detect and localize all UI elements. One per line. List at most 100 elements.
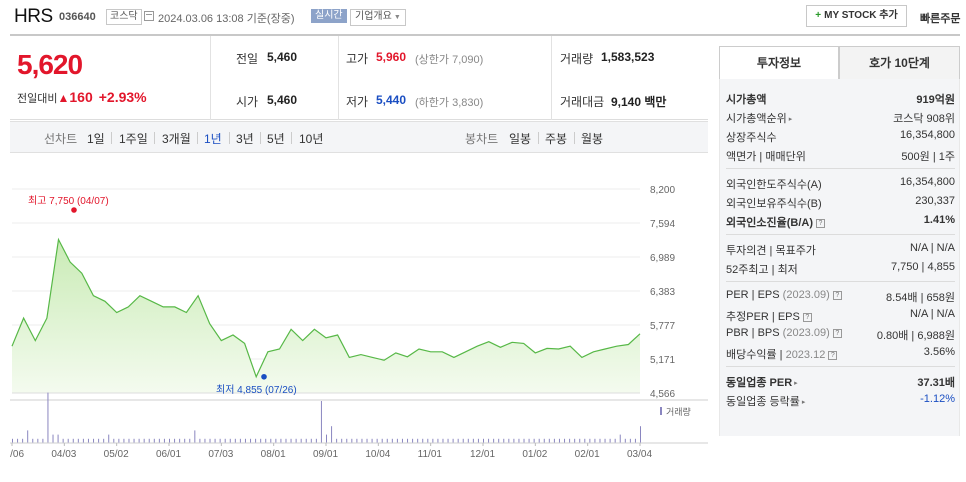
change-value: 160 <box>69 89 93 105</box>
volume-label: 거래량 <box>560 52 594 66</box>
quote-summary: 5,620 전일대비▲160 +2.93% 전일 5,460 시가 5,460 고… <box>10 36 708 120</box>
volume-bar <box>513 438 515 443</box>
info-row: PER | EPS (2023.09)? 8.54배 | 658원 <box>726 287 955 305</box>
current-price: 5,620 <box>17 49 83 80</box>
market-badge: 코스닥 <box>106 9 142 25</box>
tab-weekly[interactable]: 주봉 <box>545 132 568 146</box>
divider <box>111 132 112 144</box>
volume-bar <box>158 438 160 443</box>
info-row-value: 1.41% <box>923 214 955 226</box>
info-row-label-text: 외국인한도주식수(A) <box>726 179 822 191</box>
lower-limit: (하한가 3,830) <box>415 97 484 109</box>
info-row-label: 외국인한도주식수(A) <box>726 176 822 192</box>
info-row-label-text: PER | EPS <box>726 289 780 301</box>
info-row: 투자의견 | 목표주가 N/A | N/A <box>726 240 955 258</box>
info-row: 액면가 | 매매단위 500원 | 1주 <box>726 146 955 164</box>
volume-bar <box>305 438 307 443</box>
volume-bar <box>331 426 333 443</box>
low-value: 5,440 <box>376 93 407 107</box>
help-icon[interactable]: ? <box>828 351 838 360</box>
volume-bar <box>72 438 74 443</box>
info-row-label-text: 투자의견 | 목표주가 <box>726 245 816 257</box>
volume-bar <box>275 438 277 443</box>
help-icon[interactable]: ? <box>802 313 812 322</box>
x-tick-label: 05/02 <box>104 449 129 460</box>
volume-bar <box>229 438 231 443</box>
tab-daily[interactable]: 일봉 <box>509 132 532 146</box>
info-row-value: -1.12% <box>920 393 955 405</box>
volume-bar <box>37 438 39 443</box>
info-row-label: 액면가 | 매매단위 <box>726 148 806 164</box>
info-row-label-text: PBR | BPS <box>726 327 780 339</box>
volume-bar <box>52 434 54 443</box>
open-value: 5,460 <box>267 93 298 107</box>
info-tabs: 투자정보 호가 10단계 <box>719 46 960 80</box>
volume-bar <box>640 426 641 443</box>
x-tick-label: 03/04 <box>627 449 652 460</box>
volume-bar <box>255 438 257 443</box>
trade-amount-value: 9,140 백만 <box>611 95 667 109</box>
chevron-right-icon[interactable]: ▸ <box>801 399 806 406</box>
info-row-label: 추정PER | EPS? <box>726 308 812 324</box>
volume-bar <box>391 438 393 443</box>
price-chart-svg: 8,200 7,594 6,989 6,383 5,777 5,171 4,566 최고 7,… <box>0 185 708 460</box>
volume-bar <box>209 438 211 443</box>
volume-bar <box>27 430 29 443</box>
tab-1w[interactable]: 1주일 <box>119 132 148 146</box>
volume-bar <box>564 438 566 443</box>
volume-bar <box>118 438 120 443</box>
x-tick-label: 09/01 <box>313 449 338 460</box>
tab-1y[interactable]: 1년 <box>204 132 222 146</box>
tab-order-book-10[interactable]: 호가 10단계 <box>839 46 960 80</box>
tab-3y[interactable]: 3년 <box>236 132 254 146</box>
investment-info-body: 시가총액 919억원 시가총액순위 ▸ 코스닥 908위 상장주식수 16,354,800 액… <box>719 79 960 436</box>
volume-bar <box>447 438 449 443</box>
info-row-label-text: 시가총액순위 <box>726 113 787 125</box>
change-percent: +2.93% <box>98 89 147 105</box>
company-info-dropdown[interactable]: 기업개요 ▼ <box>350 9 406 26</box>
tab-5y[interactable]: 5년 <box>267 132 285 146</box>
volume-bar <box>584 438 586 443</box>
volume-bar <box>341 438 343 443</box>
help-icon[interactable]: ? <box>832 291 842 300</box>
volume-bar <box>371 438 373 443</box>
my-stock-add-button[interactable]: + MY STOCK 추가 <box>806 5 907 27</box>
quick-order-link[interactable]: 빠른주문 <box>920 13 961 25</box>
tab-monthly[interactable]: 월봉 <box>581 132 604 146</box>
tab-3m[interactable]: 3개월 <box>162 132 191 146</box>
realtime-badge: 실시간 <box>311 9 347 23</box>
x-tick-label: 10/04 <box>365 449 390 460</box>
price-line <box>11 237 641 379</box>
y-tick-label: 5,777 <box>650 321 675 332</box>
volume-bar <box>82 438 84 443</box>
volume-bar <box>184 438 186 443</box>
volume-bar <box>427 438 429 443</box>
volume-bar <box>477 438 479 443</box>
help-icon[interactable]: ? <box>816 219 825 228</box>
info-row-value: 7,750 | 4,855 <box>890 261 955 273</box>
volume-bar <box>488 438 490 443</box>
info-row-label: 52주최고 | 최저 <box>726 261 798 277</box>
divider <box>210 36 211 120</box>
volume-bar <box>239 438 241 443</box>
tab-investment-info[interactable]: 투자정보 <box>719 46 839 80</box>
y-tick-label: 5,171 <box>650 355 675 366</box>
volume-bar <box>224 438 226 443</box>
info-row: 시가총액 919억원 <box>726 89 955 107</box>
tab-1d[interactable]: 1일 <box>87 132 105 146</box>
info-row-value: 37.31배 <box>917 377 955 389</box>
info-row-value: N/A | N/A <box>909 242 955 254</box>
help-icon[interactable]: ? <box>832 329 842 338</box>
info-row: 상장주식수 16,354,800 <box>726 127 955 145</box>
volume-bar <box>538 438 540 443</box>
chevron-right-icon[interactable]: ▸ <box>794 380 798 387</box>
info-row-value: 0.80배 | 6,988원 <box>876 330 955 342</box>
info-row-date: 2023.12 <box>782 349 826 361</box>
header-divider <box>10 34 960 36</box>
info-row-label: 상장주식수 <box>726 129 777 145</box>
chevron-right-icon[interactable]: ▸ <box>788 116 793 123</box>
info-row-label-text: 동일업종 PER <box>726 377 793 389</box>
volume-bar <box>548 438 550 443</box>
volume-bar <box>634 438 636 443</box>
tab-10y[interactable]: 10년 <box>299 132 324 146</box>
